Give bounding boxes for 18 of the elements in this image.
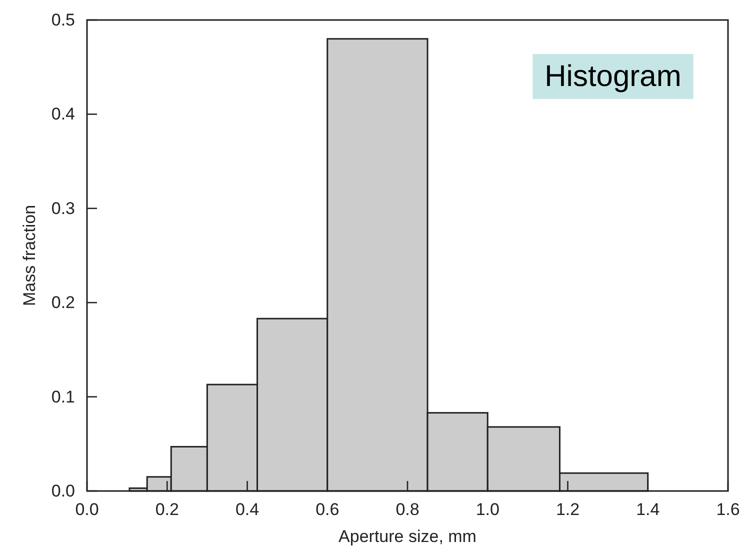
x-tick-label: 0.8: [396, 500, 420, 520]
annotation: Histogram: [544, 60, 682, 93]
y-tick-label: 0.0: [51, 481, 75, 500]
y-axis-title: Mass fraction: [20, 204, 39, 306]
y-tick-label: 0.2: [51, 293, 75, 312]
x-axis-title: Aperture size, mm: [338, 527, 476, 546]
y-tick-label: 0.1: [51, 387, 75, 406]
x-tick-label: 1.6: [716, 500, 740, 520]
y-tick-label: 0.4: [51, 104, 75, 124]
x-tick-label: 0.4: [235, 500, 260, 520]
x-tick-label: 1.0: [476, 500, 500, 520]
y-tick-label: 0.3: [51, 198, 75, 218]
x-tick-label: 0.6: [316, 500, 340, 520]
y-tick-label: 0.5: [51, 10, 75, 30]
x-tick-label: 1.4: [636, 500, 660, 520]
x-tick-label: 0.2: [155, 500, 179, 520]
x-tick-label: 0.0: [75, 500, 99, 520]
x-tick-label: 1.2: [556, 500, 580, 520]
